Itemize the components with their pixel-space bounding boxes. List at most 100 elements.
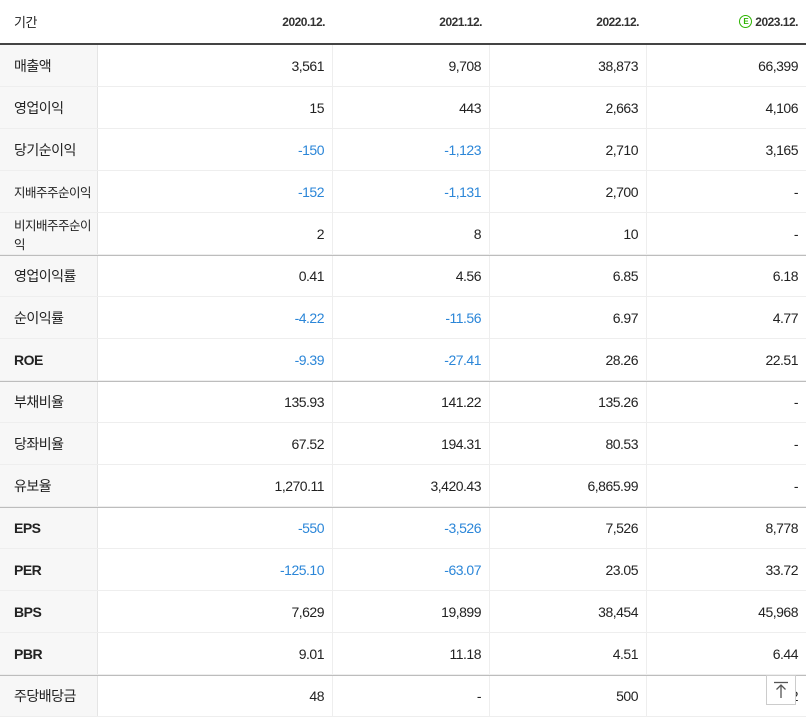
row-value: 443 <box>333 87 490 128</box>
table-row: PBR 9.01 11.18 4.51 6.44 <box>0 633 806 675</box>
row-label: 당기순이익 <box>0 129 98 170</box>
column-header-2020: 2020.12. <box>282 14 325 29</box>
table-row: PER -125.10 -63.07 23.05 33.72 <box>0 549 806 591</box>
row-label: 당좌비율 <box>0 423 98 464</box>
row-value: 45,968 <box>758 603 798 620</box>
column-header-2022: 2022.12. <box>596 14 639 29</box>
row-value: 28.26 <box>490 339 647 380</box>
table-row: EPS -550 -3,526 7,526 8,778 <box>0 507 806 549</box>
row-value: 8,778 <box>765 520 798 536</box>
row-value: 0.41 <box>98 256 333 296</box>
column-header-2021: 2021.12. <box>439 14 482 29</box>
row-value: -550 <box>98 508 333 548</box>
row-value: 15 <box>98 87 333 128</box>
row-value: -1,123 <box>333 129 490 170</box>
row-value: 4.51 <box>490 633 647 674</box>
table-row: 영업이익 15 443 2,663 4,106 <box>0 87 806 129</box>
row-value: 6.44 <box>772 645 799 662</box>
row-value: 2,700 <box>490 171 647 212</box>
row-label: BPS <box>0 591 98 632</box>
row-label: 주당배당금 <box>0 676 98 716</box>
row-label: 지배주주순이익 <box>0 171 98 212</box>
column-header-2023-label: 2023.12. <box>755 14 798 29</box>
row-value: 33.72 <box>765 561 798 578</box>
row-label: EPS <box>0 508 98 548</box>
row-value: 9.01 <box>98 633 333 674</box>
row-value: 2,710 <box>490 129 647 170</box>
row-value: 1,270.11 <box>98 465 333 506</box>
row-value: - <box>793 477 799 494</box>
table-row: 비지배주주순이익 2 8 10 - <box>0 213 806 255</box>
table-row: 순이익률 -4.22 -11.56 6.97 4.77 <box>0 297 806 339</box>
row-label: 유보율 <box>0 465 98 506</box>
row-label: 순이익률 <box>0 297 98 338</box>
row-value: 4.77 <box>772 309 799 326</box>
row-value: - <box>333 676 490 716</box>
table-row: 영업이익률 0.41 4.56 6.85 6.18 <box>0 255 806 297</box>
period-header: 기간 <box>0 0 98 43</box>
row-value: - <box>793 225 799 242</box>
row-value: 7,629 <box>98 591 333 632</box>
row-label: 부채비율 <box>0 382 98 422</box>
row-value: - <box>793 435 799 452</box>
table-row: ROE -9.39 -27.41 28.26 22.51 <box>0 339 806 381</box>
row-value: -4.22 <box>98 297 333 338</box>
table-header-row: 기간 2020.12. 2021.12. 2022.12. E 2023.12. <box>0 0 806 45</box>
row-value: 6.97 <box>490 297 647 338</box>
row-value: 80.53 <box>490 423 647 464</box>
row-value: 6,865.99 <box>490 465 647 506</box>
table-row: 지배주주순이익 -152 -1,131 2,700 - <box>0 171 806 213</box>
row-value: 4.56 <box>333 256 490 296</box>
row-value: 11.18 <box>333 633 490 674</box>
row-value: 48 <box>98 676 333 716</box>
estimate-circle-icon: E <box>739 15 753 28</box>
row-value: -11.56 <box>333 297 490 338</box>
table-row: 주당배당금 48 - 500 2 <box>0 675 806 717</box>
row-label: 매출액 <box>0 45 98 86</box>
row-label: 비지배주주순이익 <box>0 213 98 254</box>
table-row: 매출액 3,561 9,708 38,873 66,399 <box>0 45 806 87</box>
table-row: 당기순이익 -150 -1,123 2,710 3,165 <box>0 129 806 171</box>
row-value: -152 <box>98 171 333 212</box>
row-value: 6.85 <box>490 256 647 296</box>
row-value: - <box>793 394 799 410</box>
row-value: 194.31 <box>333 423 490 464</box>
row-value: 2 <box>98 213 333 254</box>
row-label: 영업이익 <box>0 87 98 128</box>
row-value: 3,165 <box>765 141 798 158</box>
row-value: 8 <box>333 213 490 254</box>
row-value: 135.26 <box>490 382 647 422</box>
row-label: ROE <box>0 339 98 380</box>
row-value: - <box>793 183 799 200</box>
row-value: 67.52 <box>98 423 333 464</box>
row-value: -150 <box>98 129 333 170</box>
row-label: PBR <box>0 633 98 674</box>
row-value: 9,708 <box>333 45 490 86</box>
row-value: -27.41 <box>333 339 490 380</box>
row-value: 19,899 <box>333 591 490 632</box>
table-row: BPS 7,629 19,899 38,454 45,968 <box>0 591 806 633</box>
row-value: 135.93 <box>98 382 333 422</box>
row-value: 38,454 <box>490 591 647 632</box>
row-label: PER <box>0 549 98 590</box>
scroll-to-top-button[interactable] <box>766 675 796 705</box>
row-value: 66,399 <box>758 57 798 74</box>
column-header-2023-estimate: E 2023.12. <box>647 0 806 43</box>
row-value: 10 <box>490 213 647 254</box>
row-value: 141.22 <box>333 382 490 422</box>
row-value: 3,561 <box>98 45 333 86</box>
table-row: 부채비율 135.93 141.22 135.26 - <box>0 381 806 423</box>
row-value: 22.51 <box>765 351 798 368</box>
row-value: 38,873 <box>490 45 647 86</box>
row-value: 6.18 <box>772 268 799 284</box>
row-label: 영업이익률 <box>0 256 98 296</box>
row-value: -125.10 <box>98 549 333 590</box>
row-value: -3,526 <box>333 508 490 548</box>
row-value: -9.39 <box>98 339 333 380</box>
row-value: 2,663 <box>490 87 647 128</box>
row-value: 7,526 <box>490 508 647 548</box>
row-value: -1,131 <box>333 171 490 212</box>
arrow-up-icon <box>774 681 788 698</box>
row-value: 500 <box>490 676 647 716</box>
